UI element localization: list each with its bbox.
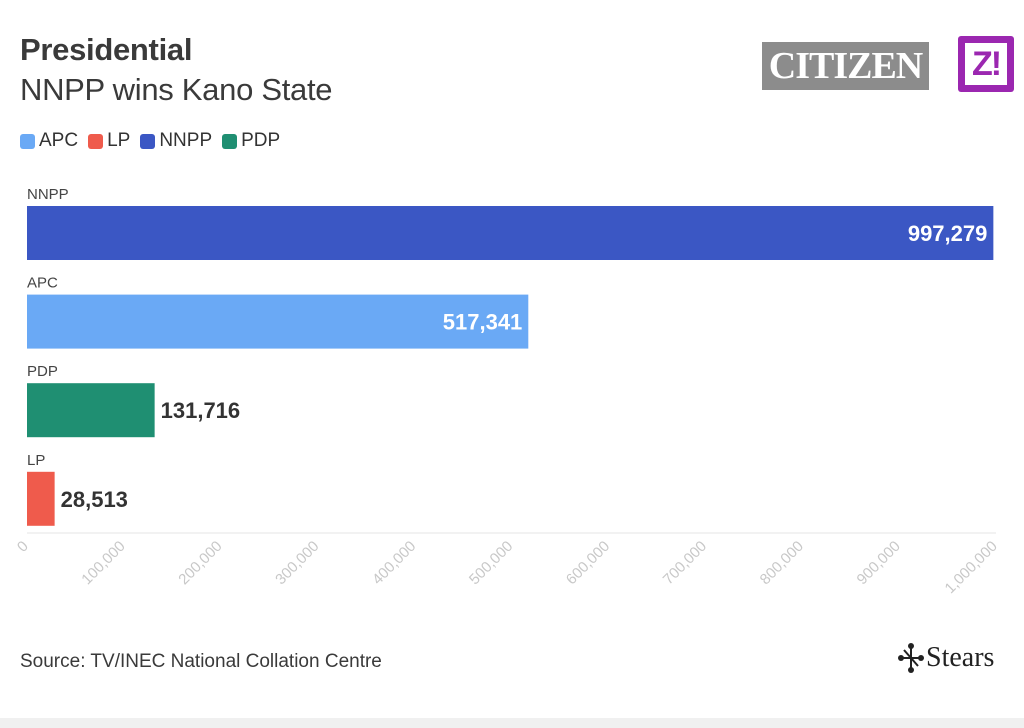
x-tick-label: 400,000 [369,538,419,588]
category-label-pdp: PDP [27,363,58,380]
legend-item-lp: LP [88,130,130,152]
stears-wordmark: Stears [926,642,995,673]
legend-label-pdp: PDP [241,130,281,151]
x-tick-label: 1,000,000 [942,538,1001,597]
category-label-nnpp: NNPP [27,186,69,203]
zikoko-logo: Z! [958,36,1014,92]
legend-swatch-lp [88,133,104,149]
bar-nnpp [27,206,994,260]
x-tick-label: 900,000 [854,538,904,588]
x-tick-label: 300,000 [272,538,322,588]
bar-apc [27,294,529,349]
legend-swatch-apc [20,133,35,149]
category-label-lp: LP [27,452,45,469]
x-tick-label: 0 [14,538,32,556]
legend-label-nnpp: NNPP [159,130,213,151]
legend-swatch-nnpp [140,133,156,149]
bar-pdp [27,383,155,438]
stears-logo: Stears [898,642,994,674]
zikoko-logo-mark: Z! [965,43,1007,85]
x-tick-label: 200,000 [175,538,225,588]
x-tick-label: 700,000 [660,538,710,588]
legend-item-pdp: PDP [222,130,280,152]
x-tick-label: 800,000 [757,538,807,588]
legend-label-lp: LP [107,130,131,151]
stears-logo-icon [898,643,924,673]
bottom-strip [0,718,1024,728]
legend-label-apc: APC [39,130,79,151]
legend-item-nnpp: NNPP [140,130,212,152]
value-label-apc: 517,341 [443,310,523,335]
chart-title: Presidential [20,32,193,67]
value-label-pdp: 131,716 [161,398,241,423]
value-label-lp: 28,513 [61,487,128,512]
value-label-nnpp: 997,279 [908,221,988,246]
source-note: Source: TV/INEC National Collation Centr… [20,651,382,672]
legend-swatch-pdp [222,133,238,149]
x-tick-label: 500,000 [466,538,516,588]
x-tick-label: 600,000 [563,538,613,588]
category-label-apc: APC [27,275,58,292]
bar-chart: NNPP 997,279 APC 517,341 PDP 131,716 LP 28,513 0… [14,186,1001,597]
x-tick-label: 100,000 [78,538,128,588]
citizen-logo: CITIZEN [762,42,929,90]
chart-subtitle: NNPP wins Kano State [20,72,333,107]
bar-lp [27,471,55,526]
legend-item-apc: APC [20,130,78,152]
chart-legend: APC LP NNPP PDP [20,130,280,152]
